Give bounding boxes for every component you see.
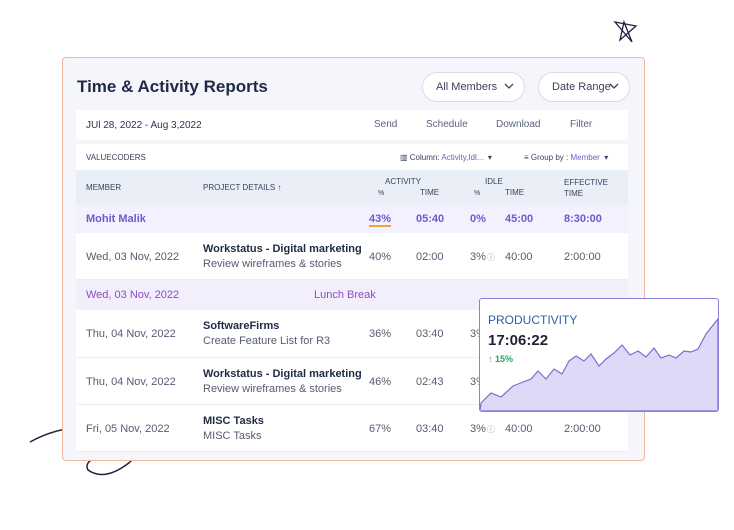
productivity-card: PRODUCTIVITY 17:06:22 ↑ 15% bbox=[479, 298, 719, 412]
group-by[interactable]: ≡ Group by : Member ▾ bbox=[524, 153, 609, 162]
summary-idle-pct: 0% bbox=[470, 213, 486, 225]
summary-member: Mohit Malik bbox=[86, 213, 146, 225]
cell-project: SoftwareFirms bbox=[203, 320, 280, 332]
break-date: Wed, 03 Nov, 2022 bbox=[86, 289, 180, 301]
title: Time & Activity Reports bbox=[77, 77, 268, 96]
summary-row bbox=[76, 205, 628, 233]
group-name: VALUECODERS bbox=[86, 153, 146, 162]
summary-activity-pct: 43% bbox=[369, 213, 392, 227]
divider bbox=[76, 140, 628, 144]
cell-task: Review wireframes & stories bbox=[203, 383, 342, 395]
col-header: % bbox=[378, 190, 385, 197]
info-icon: ⓘ bbox=[486, 424, 495, 434]
filter-label: All Members bbox=[436, 81, 498, 93]
column-selector[interactable]: ▥ Column: Activity,Idl... ▾ bbox=[400, 153, 492, 162]
table-row bbox=[76, 405, 628, 452]
cell-effective-time: 2:00:00 bbox=[564, 422, 601, 435]
col-header: ACTIVITY bbox=[385, 177, 422, 186]
chevron bbox=[504, 83, 514, 89]
cell-activity-time: 03:40 bbox=[416, 328, 444, 340]
cell-activity-time: 03:40 bbox=[416, 422, 444, 435]
cell-date: Thu, 04 Nov, 2022 bbox=[86, 375, 176, 388]
table-row bbox=[76, 310, 628, 358]
cell-date: Wed, 03 Nov, 2022 bbox=[86, 250, 180, 263]
col-header: TIME bbox=[505, 188, 525, 197]
info-icon: ⓘ bbox=[486, 252, 495, 262]
cell-task: Review wireframes & stories bbox=[203, 258, 342, 270]
filter-dropdown[interactable]: All Members bbox=[422, 72, 525, 102]
productivity-title: PRODUCTIVITY bbox=[488, 313, 578, 327]
label: Column: bbox=[409, 153, 440, 162]
productivity-time: 17:06:22 bbox=[488, 332, 549, 349]
cell-activity-time: 02:43 bbox=[416, 375, 444, 388]
cell-activity-time: 02:00 bbox=[416, 250, 444, 263]
cell-task: MISC Tasks bbox=[203, 430, 262, 442]
productivity-change: ↑ 15% bbox=[488, 354, 514, 364]
label: Group by : bbox=[530, 153, 569, 162]
action-button[interactable]: Filter bbox=[566, 119, 592, 130]
action-label: Schedule bbox=[426, 119, 468, 130]
cell-task: Create Feature List for R3 bbox=[203, 335, 331, 347]
date-range: JUl 28, 2022 - Aug 3,2022 bbox=[86, 120, 202, 131]
cell-effective-time: 2:00:00 bbox=[564, 250, 601, 263]
table-row bbox=[76, 233, 628, 280]
header-row bbox=[76, 170, 628, 205]
summary-effective-time: 8:30:00 bbox=[564, 213, 602, 225]
productivity-sparkline bbox=[480, 318, 718, 411]
cell-activity-pct: 40% bbox=[369, 250, 392, 263]
cell-idle-pct: 3%ⓘ bbox=[470, 422, 495, 435]
col-header: % bbox=[474, 190, 481, 197]
action-button[interactable]: Download bbox=[492, 119, 540, 130]
cell-project: MISC Tasks bbox=[203, 415, 264, 427]
value: Activity,Idl... bbox=[441, 153, 484, 162]
label: PROJECT DETAILS bbox=[203, 183, 276, 192]
value: Member bbox=[570, 153, 600, 162]
break-note: Lunch Break bbox=[314, 289, 376, 301]
filter-label: Date Range bbox=[552, 81, 611, 93]
cell-activity-pct: 36% bbox=[369, 328, 392, 340]
col-header: IDLE bbox=[485, 177, 503, 186]
cell-activity-pct: 67% bbox=[369, 422, 392, 435]
cell-project: Workstatus - Digital marketing bbox=[203, 368, 362, 380]
col-header: TIME bbox=[420, 188, 440, 197]
cell-idle-time: 40:00 bbox=[505, 250, 533, 263]
summary-idle-time: 45:00 bbox=[505, 213, 534, 225]
cell-idle-pct: 3%ⓘ bbox=[470, 250, 495, 263]
cell-idle-time: 40:00 bbox=[505, 422, 533, 435]
action-button[interactable]: Schedule bbox=[422, 119, 468, 130]
cell-date: Thu, 04 Nov, 2022 bbox=[86, 328, 176, 340]
action-button[interactable]: Send bbox=[370, 119, 397, 130]
action-label: Filter bbox=[570, 119, 593, 130]
value: 15% bbox=[495, 354, 514, 364]
col-header: EFFECTIVE TIME bbox=[564, 178, 609, 198]
chevron bbox=[609, 83, 619, 89]
filter-dropdown[interactable]: Date Range bbox=[538, 72, 630, 102]
cell-date: Fri, 05 Nov, 2022 bbox=[86, 422, 170, 435]
action-label: Download bbox=[496, 119, 541, 130]
col-header: PROJECT DETAILS ↑ bbox=[203, 183, 282, 192]
cell-activity-pct: 46% bbox=[369, 375, 392, 388]
cell-project: Workstatus - Digital marketing bbox=[203, 243, 362, 255]
summary-activity-time: 05:40 bbox=[416, 213, 445, 225]
action-label: Send bbox=[374, 119, 398, 130]
col-header: MEMBER bbox=[86, 183, 122, 192]
table-row bbox=[76, 358, 628, 405]
